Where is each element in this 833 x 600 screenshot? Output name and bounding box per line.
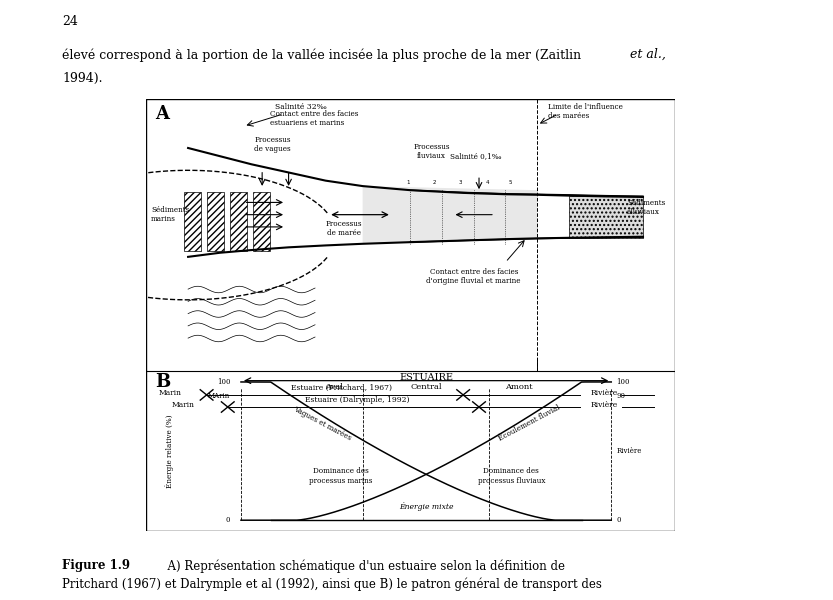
Text: Salinité 0,1‰: Salinité 0,1‰ — [450, 152, 501, 160]
Text: Contact entre des facies
estuariens et marins: Contact entre des facies estuariens et m… — [270, 110, 358, 127]
Text: Rivière: Rivière — [616, 447, 642, 455]
Text: Rivière: Rivière — [590, 389, 617, 397]
Text: Écoulement fluvial: Écoulement fluvial — [497, 404, 562, 443]
Text: Énergie relative (%): Énergie relative (%) — [165, 414, 174, 488]
Text: Marin: Marin — [159, 389, 182, 397]
Text: 100: 100 — [217, 378, 231, 386]
Text: 24: 24 — [62, 15, 78, 28]
FancyBboxPatch shape — [184, 191, 202, 251]
Text: Dominance des
processus fluviaux: Dominance des processus fluviaux — [477, 467, 545, 485]
Text: 90: 90 — [616, 392, 626, 400]
Text: Pritchard (1967) et Dalrymple et al (1992), ainsi que B) le patron général de tr: Pritchard (1967) et Dalrymple et al (199… — [62, 577, 602, 590]
FancyBboxPatch shape — [230, 191, 247, 251]
Text: Central: Central — [411, 383, 442, 391]
Text: 1994).: 1994). — [62, 72, 103, 85]
Text: 100: 100 — [616, 378, 630, 386]
Text: Amont: Amont — [505, 383, 532, 391]
Text: Figure 1.9: Figure 1.9 — [62, 559, 131, 572]
Text: Dominance des
processus marins: Dominance des processus marins — [309, 467, 372, 485]
Text: 0: 0 — [616, 516, 621, 524]
Text: B: B — [155, 373, 171, 391]
Text: Aval: Aval — [325, 383, 342, 391]
Text: Processus
fluviaux: Processus fluviaux — [413, 143, 450, 160]
Text: ESTUAIRE: ESTUAIRE — [399, 373, 453, 382]
Polygon shape — [362, 186, 537, 244]
Text: Énergie mixte: Énergie mixte — [399, 502, 453, 511]
FancyBboxPatch shape — [207, 191, 224, 251]
Text: 3: 3 — [459, 180, 462, 185]
Text: Processus
de marée: Processus de marée — [326, 220, 362, 238]
Text: Contact entre des facies
d'origine fluvial et marine: Contact entre des facies d'origine fluvi… — [426, 268, 521, 285]
Text: Vagues et marées: Vagues et marées — [292, 405, 352, 442]
Text: Processus
de vagues: Processus de vagues — [254, 136, 291, 154]
Text: Sédiments
marins: Sédiments marins — [151, 206, 189, 223]
Text: et al.,: et al., — [630, 48, 666, 61]
Text: Estuaire (Pritchard, 1967): Estuaire (Pritchard, 1967) — [291, 383, 392, 391]
Text: Limite de l'influence
des marées: Limite de l'influence des marées — [548, 103, 622, 120]
Text: Estuaire (Dalrymple, 1992): Estuaire (Dalrymple, 1992) — [305, 395, 410, 404]
Text: 0: 0 — [226, 516, 231, 524]
Text: Salinité 32‰: Salinité 32‰ — [276, 103, 327, 111]
Text: Sédiments
alluviaux: Sédiments alluviaux — [627, 199, 666, 217]
Text: 1: 1 — [406, 180, 409, 185]
FancyBboxPatch shape — [252, 191, 270, 251]
FancyBboxPatch shape — [569, 196, 643, 238]
Text: A) Représentation schématique d'un estuaire selon la définition de: A) Représentation schématique d'un estua… — [160, 559, 565, 572]
Text: 5: 5 — [509, 180, 512, 185]
Text: Rivière: Rivière — [590, 401, 617, 409]
Text: élevé correspond à la portion de la vallée incisée la plus proche de la mer (Zai: élevé correspond à la portion de la vall… — [62, 48, 586, 61]
Text: MArin: MArin — [208, 392, 231, 400]
Text: A: A — [155, 106, 169, 124]
Text: 2: 2 — [432, 180, 436, 185]
Text: Marin: Marin — [171, 401, 194, 409]
Text: 4: 4 — [485, 180, 489, 185]
